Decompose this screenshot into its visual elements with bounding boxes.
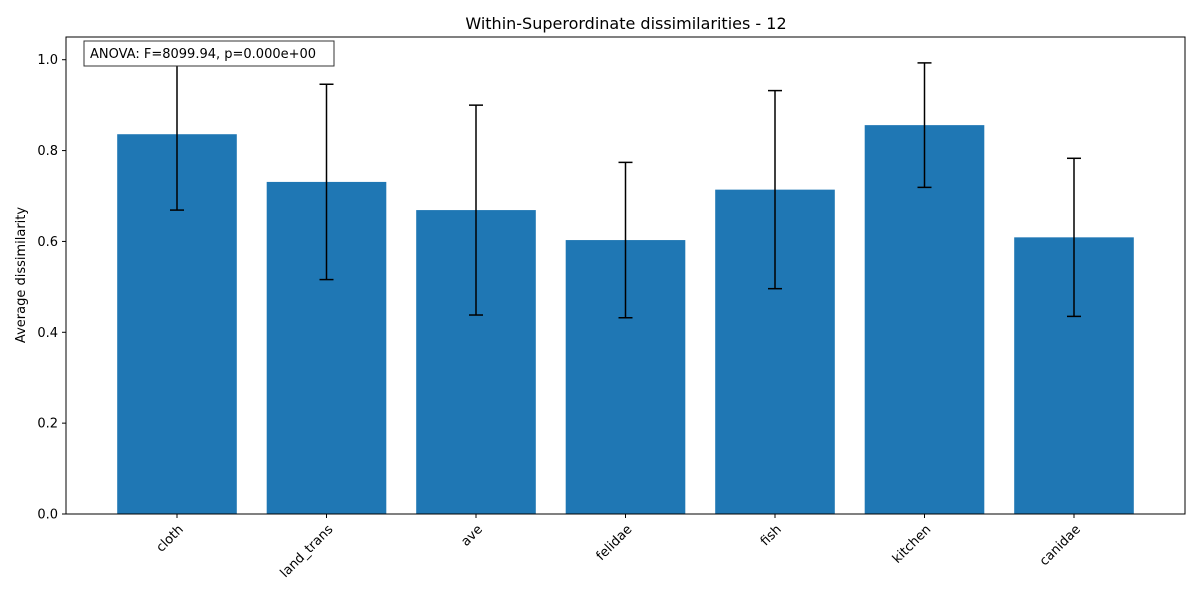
error-bar-fish xyxy=(768,89,782,290)
y-tick-label: 0.6 xyxy=(37,235,58,250)
y-tick-label: 0.4 xyxy=(37,326,58,341)
error-bar-ave xyxy=(469,104,483,316)
y-axis-label: Average dissimilarity xyxy=(14,207,29,343)
bar-kitchen xyxy=(864,125,985,514)
x-tick-label: kitchen xyxy=(890,522,934,566)
x-tick-label: cloth xyxy=(154,522,187,555)
plot-frame xyxy=(65,36,1186,515)
anova-annotation-text: ANOVA: F=8099.94, p=0.000e+00 xyxy=(90,47,316,62)
y-tick-label: 0.2 xyxy=(37,417,58,432)
x-tick-label: fish xyxy=(758,522,785,549)
error-bar-kitchen xyxy=(917,62,932,189)
anova-annotation: ANOVA: F=8099.94, p=0.000e+00 xyxy=(83,40,335,67)
error-bar-felidae xyxy=(618,161,633,319)
x-tick-label: felidae xyxy=(594,522,636,564)
error-bar-canidae xyxy=(1067,157,1081,318)
y-tick-label: 0.8 xyxy=(37,144,58,159)
y-tick-label: 1.0 xyxy=(37,53,58,68)
chart-title: Within-Superordinate dissimilarities - 1… xyxy=(465,14,786,33)
error-bar-land_trans xyxy=(319,83,334,281)
x-tick-label: canidae xyxy=(1037,522,1084,569)
x-tick-label: ave xyxy=(458,522,485,549)
x-tick-label: land_trans xyxy=(278,522,337,581)
y-tick-label: 0.0 xyxy=(37,508,58,523)
